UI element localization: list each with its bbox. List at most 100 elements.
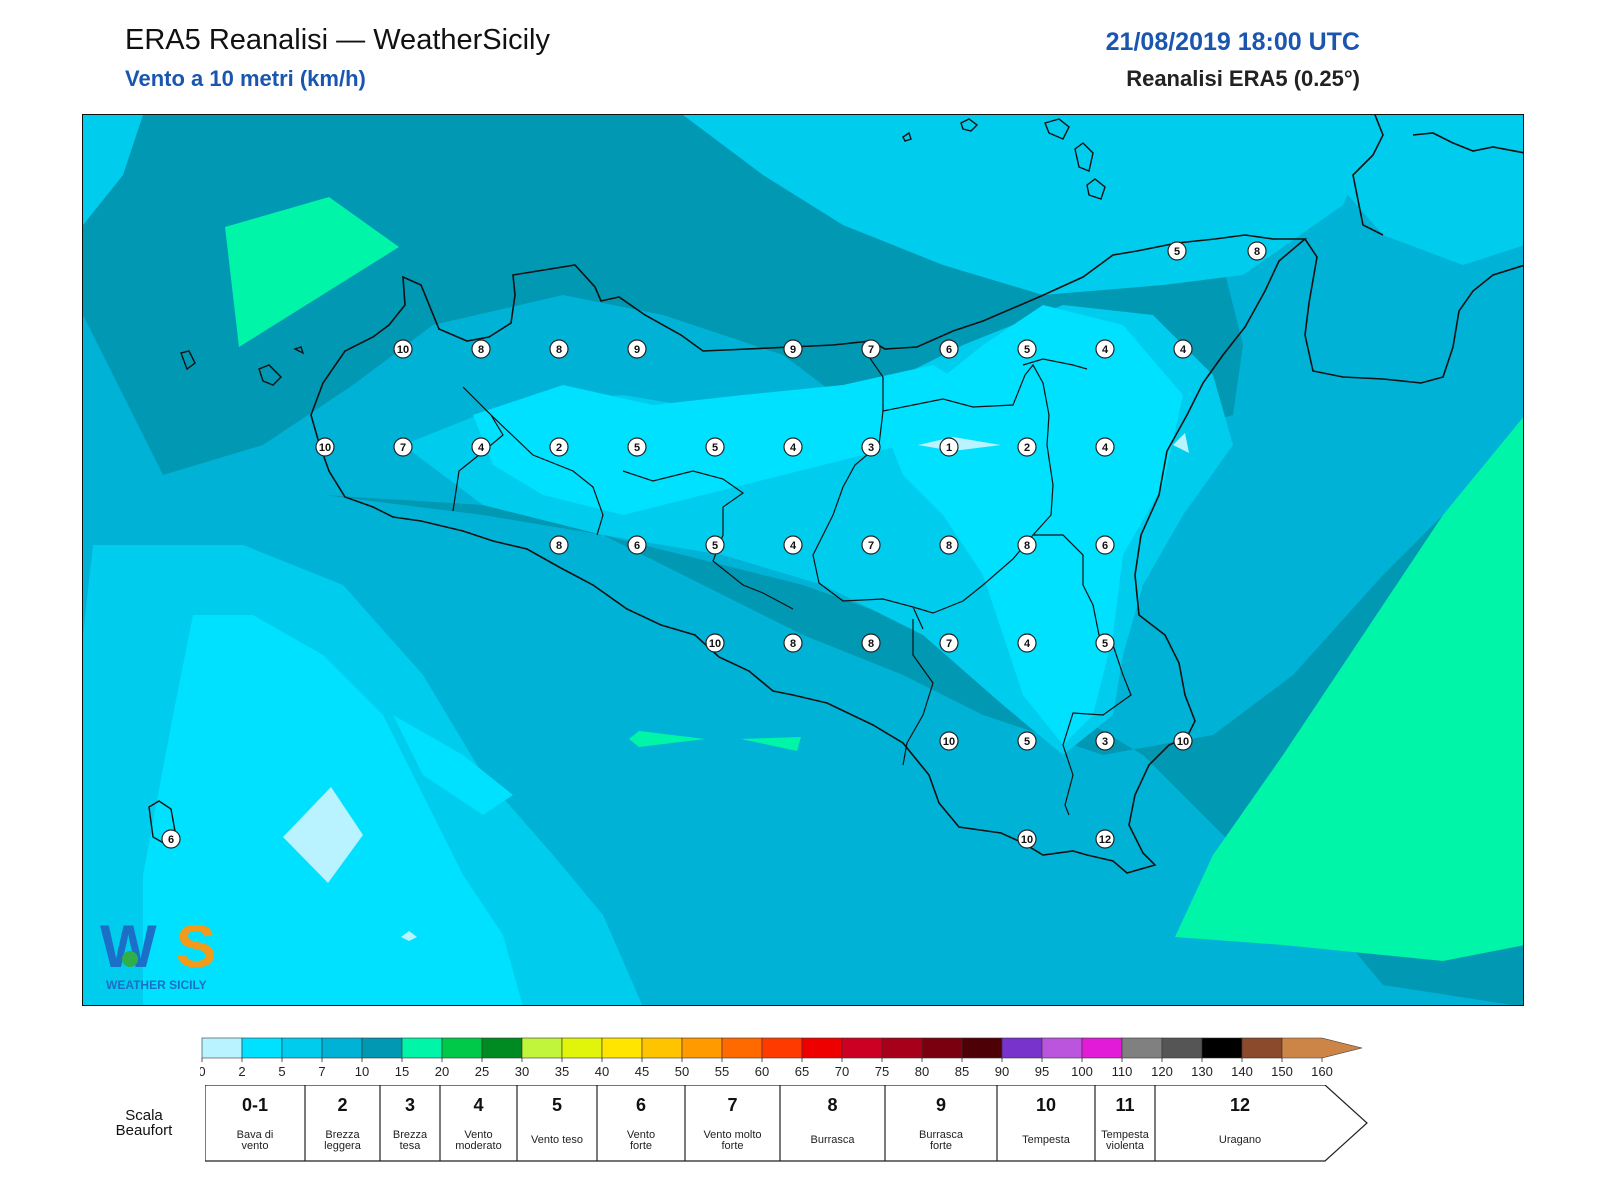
color-scale-swatch	[281, 1037, 323, 1059]
beaufort-scale: 0-1 Bava di vento 2 Brezza leggera 3 Brezza tesa…	[205, 1085, 1368, 1162]
wind-speed-marker: 8	[471, 339, 491, 359]
wind-speed-value: 6	[1102, 540, 1108, 552]
color-scale-tick-label: 100	[1071, 1064, 1093, 1079]
wind-speed-value: 2	[556, 442, 562, 454]
wind-speed-marker: 7	[861, 535, 881, 555]
wind-speed-value: 8	[946, 540, 952, 552]
color-scale-tick-label: 55	[715, 1064, 729, 1079]
band-cyan-north	[473, 365, 983, 515]
wind-speed-value: 5	[634, 442, 640, 454]
wind-speed-value: 6	[168, 834, 174, 846]
wind-marker-circle	[1095, 829, 1115, 849]
wind-speed-marker: 4	[471, 437, 491, 457]
wind-marker-circle	[549, 437, 569, 457]
wind-speed-marker: 2	[549, 437, 569, 457]
wind-speed-value: 12	[1099, 834, 1111, 846]
wind-speed-marker: 5	[1095, 633, 1115, 653]
wind-speed-marker: 8	[1247, 241, 1267, 261]
color-scale-tick-label: 20	[435, 1064, 449, 1079]
wind-marker-circle	[393, 437, 413, 457]
strong-wind-east	[1175, 417, 1523, 961]
color-scale-swatch	[321, 1037, 363, 1059]
beaufort-grade-number: 11	[1115, 1095, 1134, 1115]
wind-marker-circle	[861, 339, 881, 359]
color-scale-swatch	[1121, 1037, 1163, 1059]
color-scale-swatch	[841, 1037, 883, 1059]
wind-speed-value: 5	[1102, 638, 1108, 650]
wind-speed-marker: 4	[1095, 437, 1115, 457]
island-egadi	[180, 346, 305, 386]
wind-speed-marker: 8	[861, 633, 881, 653]
wind-speed-marker: 10	[1173, 731, 1193, 751]
wind-speed-marker: 10	[315, 437, 335, 457]
color-scale-tick-label: 10	[355, 1064, 369, 1079]
color-scale-swatch	[1041, 1037, 1083, 1059]
beaufort-grade-description: Uragano	[1219, 1134, 1261, 1146]
color-scale-tick-label: 120	[1151, 1064, 1173, 1079]
wind-speed-value: 1	[946, 442, 952, 454]
wind-speed-marker: 9	[627, 339, 647, 359]
wind-marker-circle	[939, 731, 959, 751]
wind-marker-circle	[1173, 339, 1193, 359]
wind-speed-value: 4	[1102, 442, 1109, 454]
color-scale-tick-label: 15	[395, 1064, 409, 1079]
wind-marker-circle	[861, 535, 881, 555]
wind-speed-marker: 4	[783, 437, 803, 457]
wind-marker-circle	[1017, 437, 1037, 457]
wind-speed-value: 8	[1024, 540, 1030, 552]
beaufort-grade-description: Burrasca	[810, 1134, 855, 1146]
wind-marker-circle	[1017, 633, 1037, 653]
wind-speed-marker: 10	[705, 633, 725, 653]
wind-speed-value: 8	[556, 344, 562, 356]
color-scale-tick-label: 75	[875, 1064, 889, 1079]
color-scale-tick-label: 5	[278, 1064, 285, 1079]
wind-speed-marker: 8	[939, 535, 959, 555]
wind-marker-circle	[1017, 339, 1037, 359]
wind-speed-value: 8	[1254, 246, 1260, 258]
color-scale-tick-label: 2	[238, 1064, 245, 1079]
wind-speed-value: 8	[556, 540, 562, 552]
strong-wind-nw	[225, 197, 399, 347]
color-scale-swatch	[401, 1037, 443, 1059]
wind-marker-circle	[783, 437, 803, 457]
wind-speed-marker: 6	[1095, 535, 1115, 555]
color-scale-swatch	[1241, 1037, 1283, 1059]
wind-speed-marker: 8	[549, 535, 569, 555]
color-scale-tick-label: 30	[515, 1064, 529, 1079]
wind-speed-value: 2	[1024, 442, 1030, 454]
color-scale-swatch	[241, 1037, 283, 1059]
color-scale-swatch	[481, 1037, 523, 1059]
wind-speed-value: 10	[709, 638, 721, 650]
wind-marker-circle	[627, 437, 647, 457]
beaufort-grade-number: 8	[827, 1095, 837, 1115]
color-scale-swatch	[681, 1037, 723, 1059]
logo-mark-s: S	[176, 913, 216, 980]
wind-marker-circle	[315, 437, 335, 457]
calm-spot-sw	[283, 787, 363, 883]
color-scale-swatch	[961, 1037, 1003, 1059]
wind-speed-value: 6	[634, 540, 640, 552]
color-scale-swatch	[361, 1037, 403, 1059]
beaufort-grade-description: Brezza leggera	[324, 1129, 362, 1152]
wind-speed-marker: 10	[939, 731, 959, 751]
color-scale-swatch	[881, 1037, 923, 1059]
wind-speed-value: 5	[1174, 246, 1180, 258]
beaufort-scale-frame	[205, 1085, 1368, 1162]
color-scale-tick-label: 110	[1112, 1064, 1133, 1079]
wind-speed-value: 4	[790, 442, 797, 454]
wind-marker-circle	[471, 339, 491, 359]
wind-speed-value: 5	[712, 442, 718, 454]
wind-speed-value: 10	[397, 344, 409, 356]
color-scale-tick-label: 40	[595, 1064, 609, 1079]
wind-speed-marker: 7	[861, 339, 881, 359]
wind-marker-circle	[393, 339, 413, 359]
wind-marker-circle	[549, 339, 569, 359]
wind-speed-value: 10	[1177, 736, 1189, 748]
wind-speed-value: 9	[790, 344, 796, 356]
band-ne-light	[683, 115, 1383, 295]
wind-marker-circle	[861, 633, 881, 653]
wind-marker-circle	[1017, 535, 1037, 555]
color-scale-tick-label: 85	[955, 1064, 969, 1079]
island-filicudi	[1044, 118, 1070, 140]
wind-map: 5 8 10 8 8 9 9 7 6 5 4 4 10 7 4 2 5 5 4 3 1 2 4 8 6 5 4 7 8 8 6 10 8 8 7 4 5…	[82, 114, 1524, 1006]
